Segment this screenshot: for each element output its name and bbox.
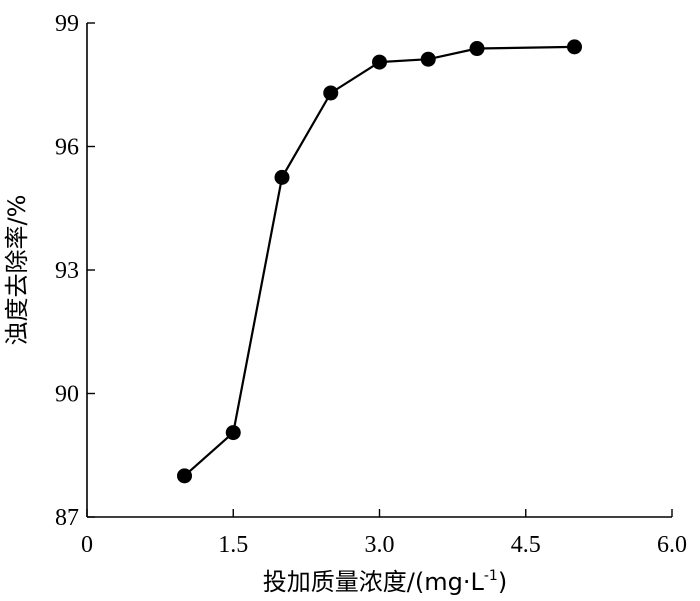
x-tick-label: 3.0 xyxy=(365,532,395,558)
data-point xyxy=(420,51,436,67)
y-ticks: 87 90 93 96 99 xyxy=(55,11,95,531)
y-tick-label: 90 xyxy=(55,382,79,408)
y-tick-label: 87 xyxy=(55,505,79,531)
x-axis-title-superscript: -1 xyxy=(484,568,498,584)
series-line xyxy=(183,45,575,477)
data-point xyxy=(225,425,241,441)
series-group xyxy=(177,39,582,484)
y-tick-label: 93 xyxy=(55,258,79,284)
x-tick-label: 6.0 xyxy=(657,532,687,558)
data-point xyxy=(567,39,582,55)
y-tick-label: 96 xyxy=(55,135,79,161)
x-tick-label: 4.5 xyxy=(511,532,541,558)
data-point xyxy=(274,169,290,185)
x-tick-label: 0 xyxy=(81,532,93,558)
x-axis-title: 投加质量浓度/(mg·L-1) xyxy=(263,568,507,596)
data-point xyxy=(372,54,387,70)
data-point xyxy=(323,85,339,101)
x-axis-title-suffix: ) xyxy=(498,568,507,596)
plot-area xyxy=(86,23,672,518)
x-ticks: 0 1.5 3.0 4.5 6.0 xyxy=(81,509,687,558)
y-tick-label: 99 xyxy=(55,11,79,37)
data-point xyxy=(177,468,192,484)
x-tick-label: 1.5 xyxy=(218,532,248,558)
data-point xyxy=(469,41,485,57)
y-axis-title: 浊度去除率/% xyxy=(3,195,31,346)
